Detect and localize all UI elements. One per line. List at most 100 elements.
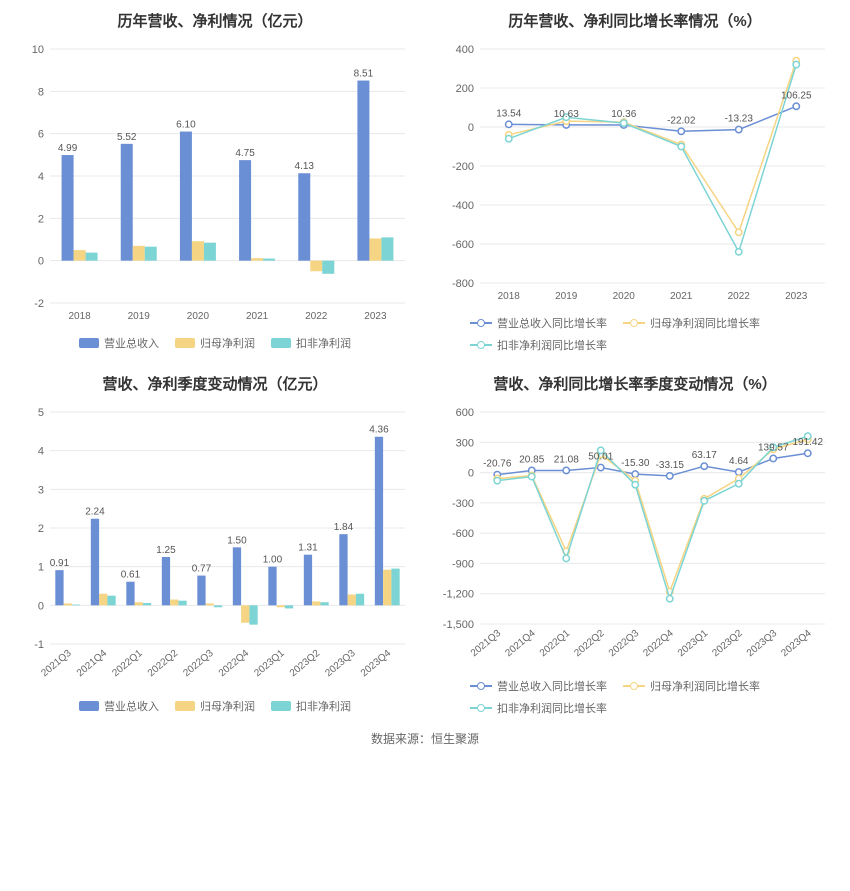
svg-text:2021Q3: 2021Q3: [469, 628, 504, 660]
svg-text:4.99: 4.99: [58, 143, 78, 154]
svg-text:2019: 2019: [555, 291, 578, 302]
bar: [391, 569, 399, 606]
svg-text:-1,200: -1,200: [443, 589, 474, 601]
svg-text:0.77: 0.77: [192, 564, 212, 575]
chart2-legend: 营业总收入同比增长率 归母净利润同比增长率 扣非净利润同比增长率: [430, 315, 840, 353]
legend-item: 扣非净利润: [271, 698, 351, 714]
svg-text:2020: 2020: [613, 291, 636, 302]
series-point: [736, 229, 742, 235]
legend-label: 营业总收入同比增长率: [497, 315, 607, 331]
svg-text:5: 5: [38, 407, 44, 419]
series-point: [667, 596, 673, 602]
chart4-legend: 营业总收入同比增长率 归母净利润同比增长率 扣非净利润同比增长率: [430, 678, 840, 716]
legend-swatch: [79, 338, 99, 348]
bar: [310, 261, 322, 272]
legend-item: 扣非净利润: [271, 335, 351, 351]
legend-label: 扣非净利润: [296, 698, 351, 714]
legend-swatch: [271, 701, 291, 711]
svg-text:13.54: 13.54: [496, 108, 521, 119]
svg-text:20.85: 20.85: [519, 454, 544, 465]
series-point: [667, 473, 673, 479]
svg-text:2018: 2018: [68, 311, 91, 322]
series-point: [805, 450, 811, 456]
bar: [91, 519, 99, 606]
series-point: [770, 455, 776, 461]
svg-text:2023Q4: 2023Q4: [779, 628, 814, 660]
svg-text:-1,500: -1,500: [443, 619, 474, 631]
legend-swatch: [623, 680, 645, 692]
legend-swatch: [470, 317, 492, 329]
bar: [62, 155, 74, 261]
series-point: [563, 555, 569, 561]
bar: [74, 250, 86, 261]
svg-text:-33.15: -33.15: [656, 460, 685, 471]
series-point: [506, 136, 512, 142]
svg-text:2022Q3: 2022Q3: [607, 628, 642, 660]
bar: [206, 603, 214, 605]
svg-text:2022Q1: 2022Q1: [110, 648, 145, 680]
bar: [304, 555, 312, 606]
legend-item: 营业总收入: [79, 698, 159, 714]
series-point: [632, 481, 638, 487]
svg-text:0: 0: [468, 468, 474, 480]
legend-label: 营业总收入同比增长率: [497, 678, 607, 694]
bar-chart-svg: -10123450.912.240.611.250.771.501.001.31…: [10, 402, 415, 692]
bar: [72, 605, 80, 606]
series-point: [494, 477, 500, 483]
series-point: [736, 126, 742, 132]
svg-text:10: 10: [32, 44, 44, 56]
chart2-area: -800-600-400-200020040013.5410.6310.36-2…: [430, 39, 840, 309]
bar: [298, 173, 310, 260]
bar: [178, 601, 186, 606]
series-point: [678, 128, 684, 134]
bar: [162, 557, 170, 605]
svg-text:21.08: 21.08: [554, 454, 579, 465]
bar: [180, 132, 192, 261]
bar: [320, 602, 328, 605]
svg-text:63.17: 63.17: [692, 450, 717, 461]
chart4-title: 营收、净利同比增长率季度变动情况（%）: [430, 373, 840, 394]
svg-text:-22.02: -22.02: [667, 115, 696, 126]
bar: [381, 237, 393, 260]
svg-text:191.42: 191.42: [792, 437, 823, 448]
legend-item: 归母净利润同比增长率: [623, 678, 760, 694]
svg-text:-800: -800: [452, 278, 474, 290]
svg-text:139.57: 139.57: [758, 442, 789, 453]
series-point: [736, 469, 742, 475]
svg-text:2023Q2: 2023Q2: [710, 628, 745, 660]
svg-text:1.00: 1.00: [263, 555, 283, 566]
bar: [348, 595, 356, 606]
svg-text:2022Q4: 2022Q4: [641, 628, 676, 660]
svg-text:-13.23: -13.23: [725, 114, 754, 125]
svg-text:2021: 2021: [246, 311, 269, 322]
svg-text:-400: -400: [452, 200, 474, 212]
bar: [204, 243, 216, 261]
svg-text:4: 4: [38, 446, 44, 458]
svg-text:-200: -200: [452, 161, 474, 173]
bar: [55, 570, 63, 605]
series-point: [621, 120, 627, 126]
svg-text:200: 200: [456, 83, 474, 95]
series-point: [678, 143, 684, 149]
bar: [170, 600, 178, 606]
line-chart-svg: -1,500-1,200-900-600-3000300600-20.7620.…: [430, 402, 835, 672]
svg-text:2023Q1: 2023Q1: [252, 648, 287, 680]
svg-text:2020: 2020: [187, 311, 210, 322]
series-point: [701, 498, 707, 504]
bar: [99, 594, 107, 606]
legend-swatch: [79, 701, 99, 711]
legend-item: 归母净利润: [175, 698, 255, 714]
svg-text:2022Q2: 2022Q2: [146, 648, 181, 680]
svg-text:4.64: 4.64: [729, 456, 749, 467]
svg-text:2023Q3: 2023Q3: [323, 648, 358, 680]
svg-text:-15.30: -15.30: [621, 458, 650, 469]
legend-label: 归母净利润同比增长率: [650, 315, 760, 331]
bar: [192, 241, 204, 260]
legend-swatch: [470, 702, 492, 714]
svg-text:-2: -2: [34, 298, 44, 310]
legend-swatch: [470, 339, 492, 351]
svg-text:4.13: 4.13: [295, 161, 315, 172]
legend-swatch: [175, 338, 195, 348]
svg-text:2023Q2: 2023Q2: [288, 648, 323, 680]
svg-text:-900: -900: [452, 558, 474, 570]
